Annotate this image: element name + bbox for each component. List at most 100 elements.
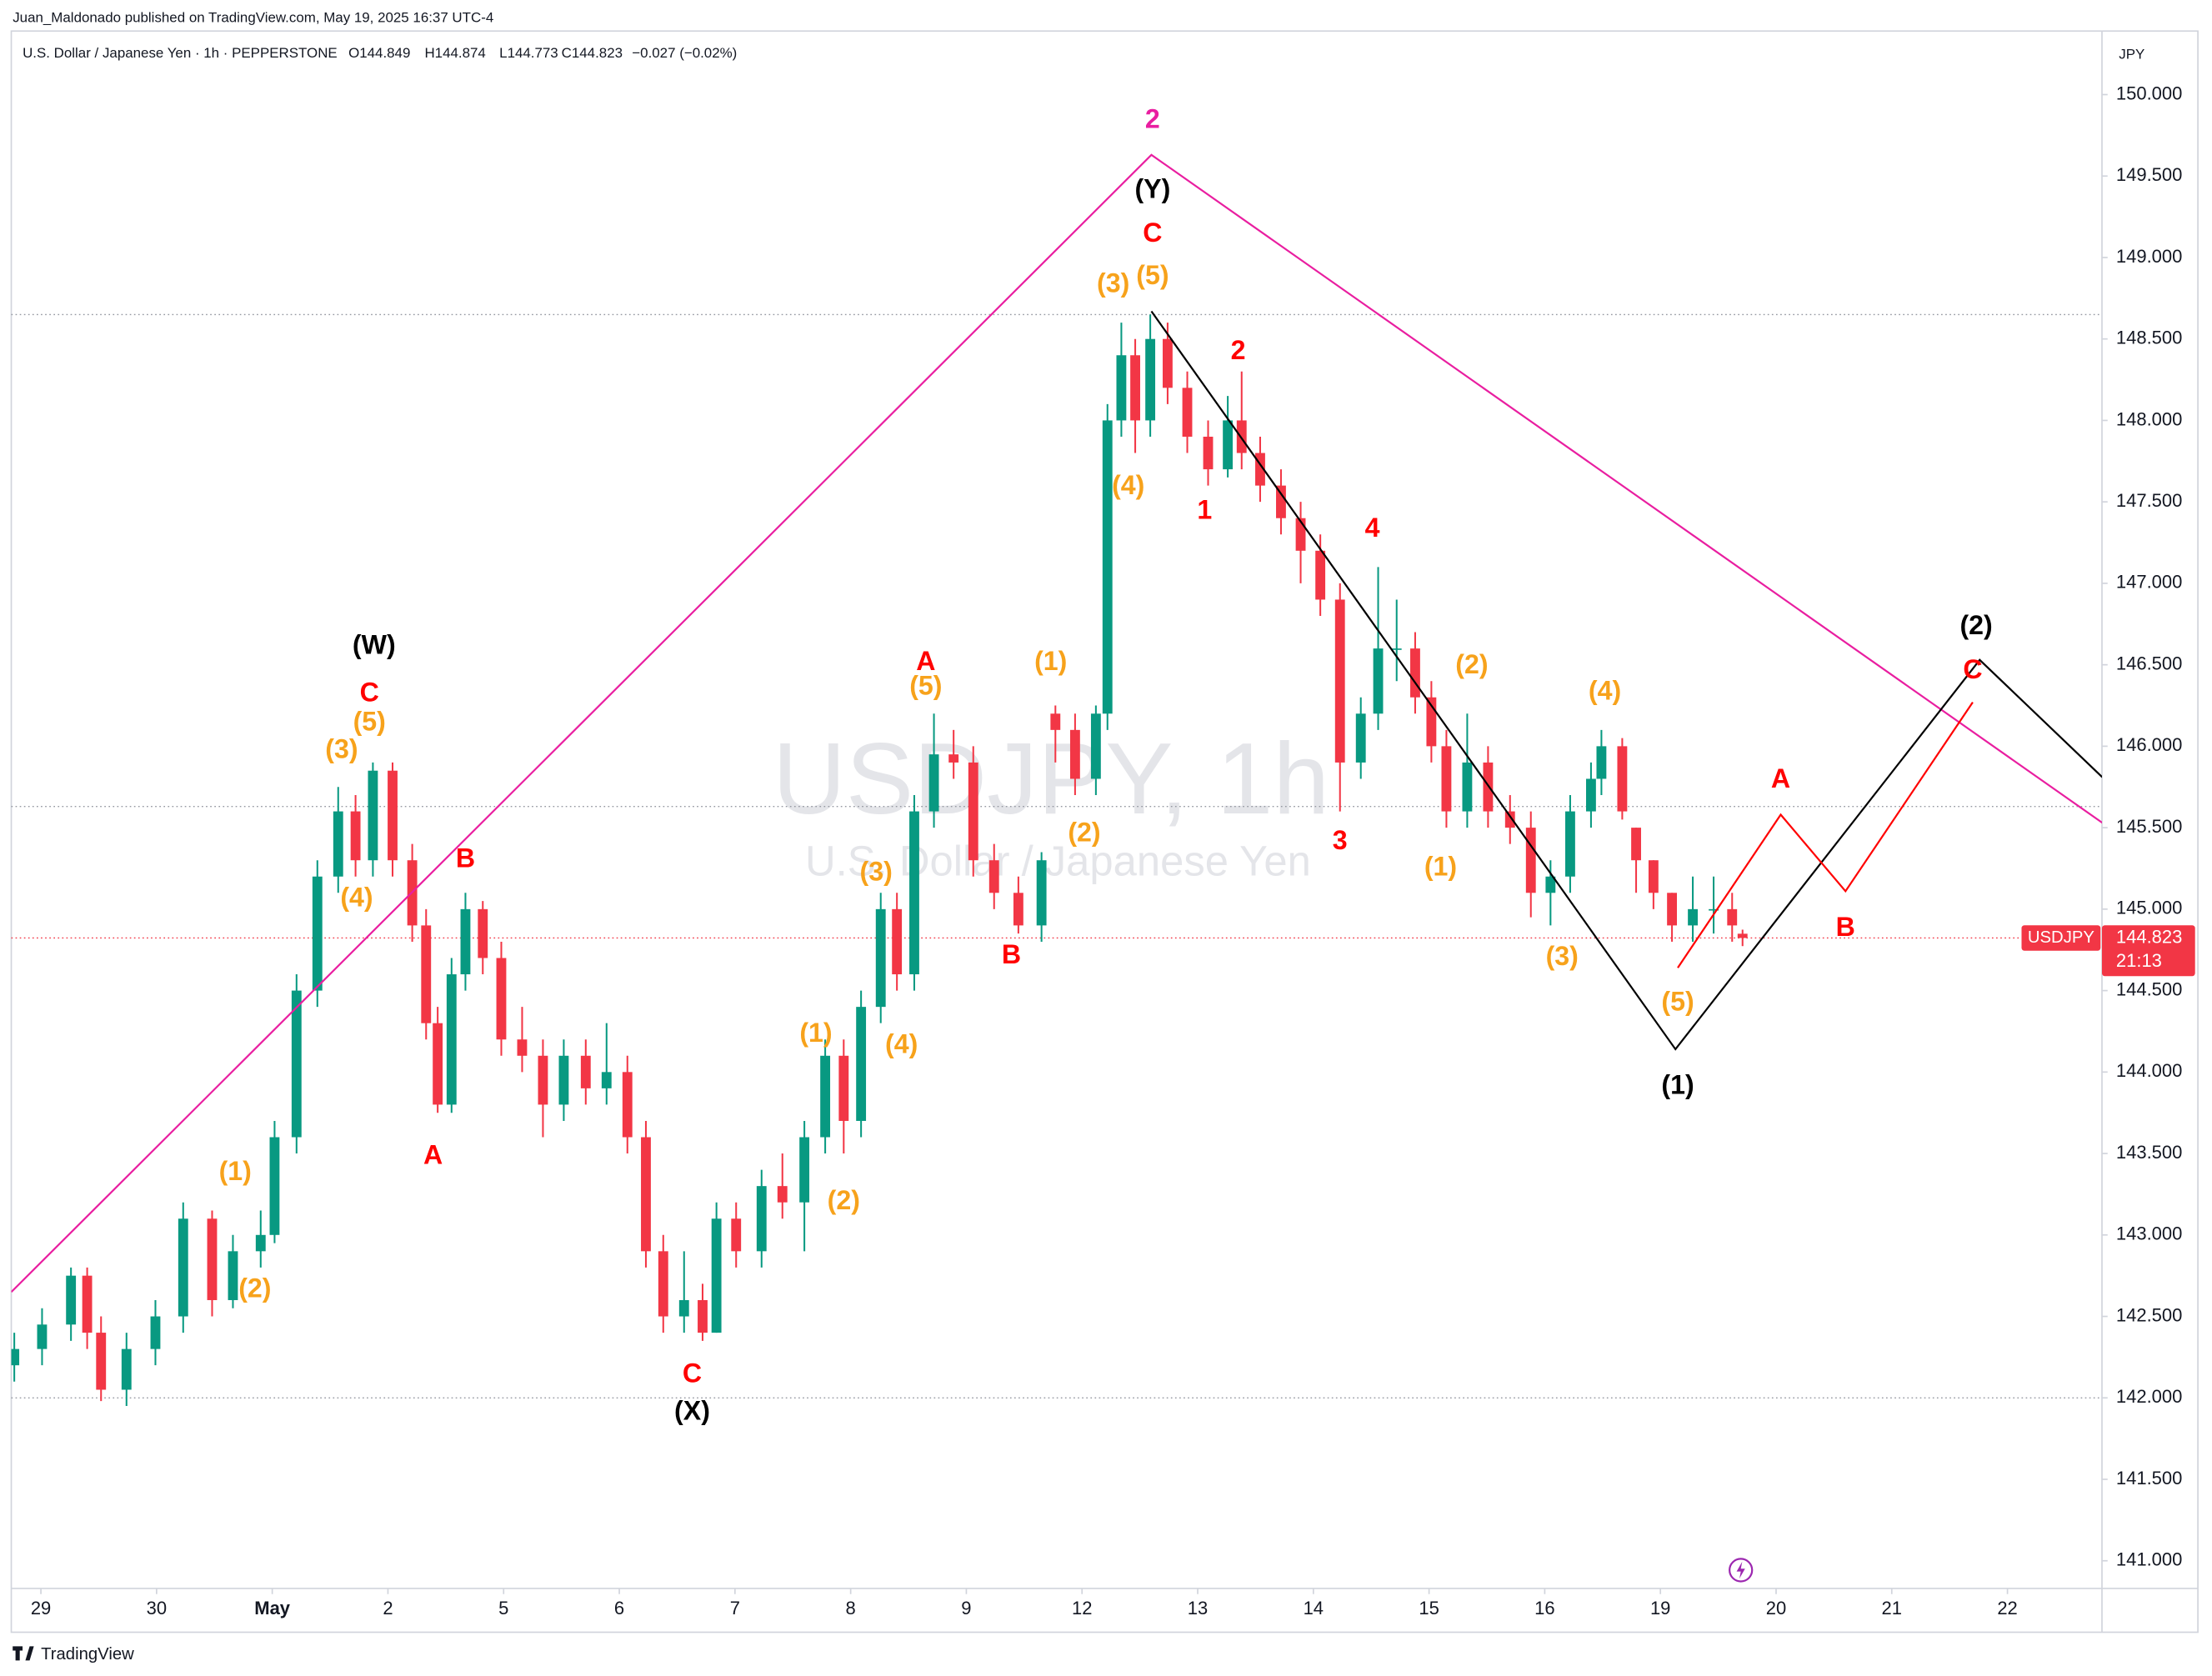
candle-body [1163,338,1173,388]
wave-label: (3) [860,856,893,886]
candle-body [121,1348,132,1390]
candle-body [96,1333,107,1390]
wave-label: 2 [1145,103,1160,133]
candle-body [1223,420,1234,470]
y-tick-label: 147.500 [2116,490,2182,511]
candle-body [1410,648,1420,698]
x-tick-label: 15 [1419,1598,1439,1618]
candle-body [948,754,959,763]
candle-body [892,908,903,975]
x-tick-label: 9 [961,1598,971,1618]
candle-body [82,1275,93,1333]
candle-body [228,1251,238,1300]
candle-body [1013,893,1023,926]
wave-label: 1 [1197,494,1212,524]
candle-body [988,860,999,893]
wave-label: (4) [1589,675,1621,705]
y-tick-label: 148.500 [2116,328,2182,348]
x-tick-label: 2 [383,1598,393,1618]
wave-label: (1) [1661,1069,1694,1099]
candle-body [622,1072,633,1138]
candle-body [1315,550,1326,600]
frame [10,30,2199,1633]
candle-body [856,1007,867,1121]
candle-body [421,925,432,1023]
x-tick-label: 7 [730,1598,740,1618]
high: H144.874 [424,45,485,61]
tradingview-logo[interactable]: TradingView [13,1645,134,1663]
candle-body [333,811,343,877]
y-tick-label: 145.500 [2116,816,2182,837]
candle-body [255,1234,266,1252]
candle-body [1116,355,1127,421]
candle-body [150,1316,161,1349]
low: L144.773 [499,45,558,61]
x-tick-label: 21 [1882,1598,1902,1618]
candle-body [1709,908,1719,911]
y-tick-label: 142.500 [2116,1304,2182,1325]
wave-line [11,153,2102,1293]
candle-body [1504,811,1515,828]
x-tick-label: 20 [1766,1598,1786,1618]
candle-body [1182,388,1193,437]
candle-body [820,1055,831,1138]
candle-body [178,1218,188,1317]
candle-body [350,811,361,861]
candle-body [968,762,978,861]
wave-label: (4) [885,1029,918,1059]
symbol-tag [2021,925,2101,951]
candle-body [1648,860,1659,893]
wave-label: (2) [1068,817,1100,847]
wave-label: (1) [219,1156,252,1186]
watermark-subtitle: U.S. Dollar / Japanese Yen [805,837,1311,884]
candle-body [368,770,378,861]
candle-body [1617,746,1628,812]
candle-body [1145,338,1156,421]
wave-line [1677,701,1974,968]
wave-label: (W) [353,630,396,660]
candle-body [1426,697,1437,747]
candle-body [478,908,488,958]
open: O144.849 [348,45,410,61]
wave-label: (2) [1959,610,1992,640]
wave-label: (1) [1034,646,1067,676]
candle-body [388,770,398,861]
candle-body [558,1055,569,1105]
y-tick-label: 143.000 [2116,1223,2182,1244]
wave-label: C [1143,218,1162,248]
y-tick-label: 149.000 [2116,246,2182,267]
price-tag [2101,925,2195,977]
candle-body [909,811,919,975]
candle-body [580,1055,591,1088]
wave-label: B [1002,939,1021,969]
wave-label: (5) [353,707,386,737]
candle-body [1441,746,1452,812]
candle-body [641,1137,651,1252]
candle-body [66,1275,77,1325]
candle-body [777,1186,788,1203]
y-tick-label: 141.500 [2116,1468,2182,1488]
candle-body [1373,648,1384,714]
wave-label: C [683,1358,702,1388]
candle-body [496,958,507,1040]
x-tick-label: 5 [498,1598,508,1618]
wave-label: (3) [325,734,358,764]
x-tick-label: 29 [31,1598,51,1618]
wave-label: C [1963,654,1982,684]
wave-label: (5) [909,671,942,701]
candle-body [1355,713,1366,763]
wave-label: (Y) [1134,173,1170,203]
legend: U.S. Dollar / Japanese Yen · 1h · PEPPER… [23,45,737,61]
wave-line [1150,310,2102,1051]
y-tick-label: 149.500 [2116,164,2182,185]
candle-body [1585,778,1596,812]
alert-icon[interactable] [1729,1558,1754,1583]
x-tick-label: May [254,1598,291,1618]
symbol-tag-label: USDJPY [2028,928,2095,947]
wave-label: (3) [1097,268,1129,298]
y-tick-label: 147.000 [2116,572,2182,593]
wave-label: (5) [1661,987,1694,1017]
candle-body [207,1218,218,1300]
wave-label: (X) [674,1395,710,1425]
